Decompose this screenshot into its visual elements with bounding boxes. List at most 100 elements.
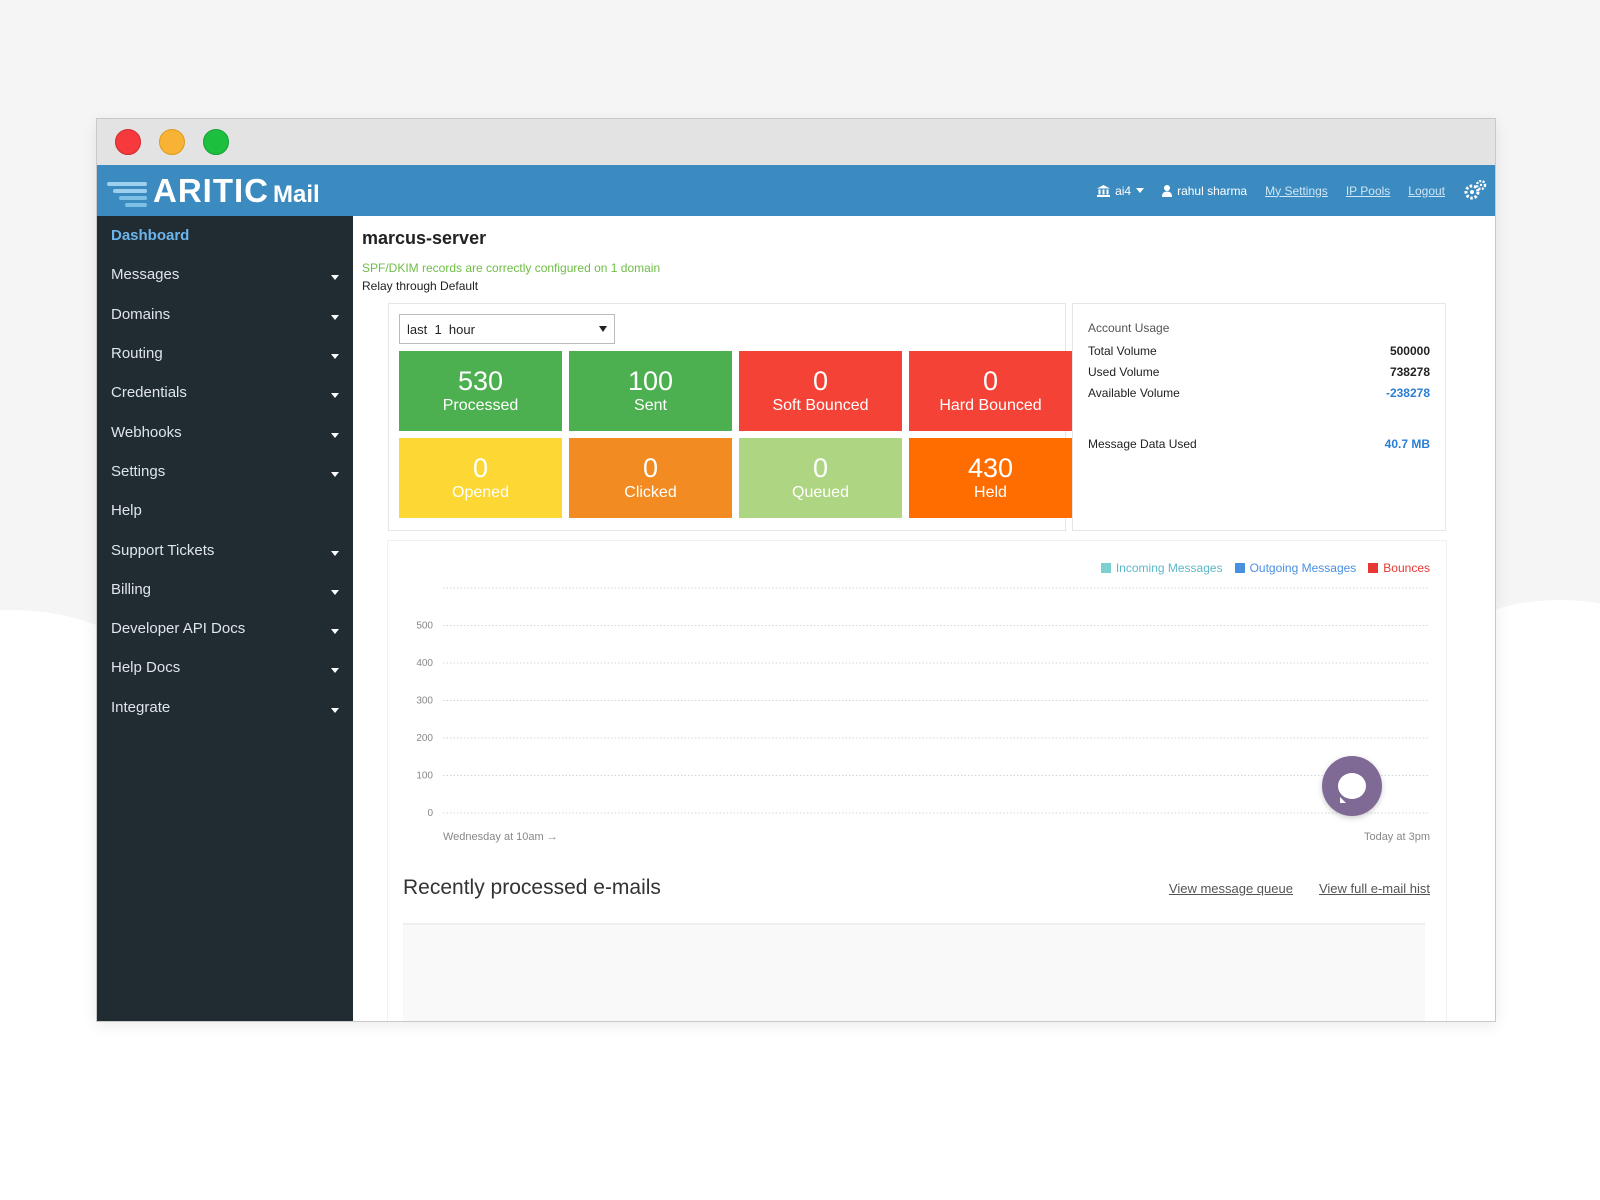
sidebar-item-label: Dashboard — [111, 227, 190, 245]
logout-link[interactable]: Logout — [1408, 183, 1445, 198]
x-axis-end-label: Today at 3pm — [1363, 831, 1430, 843]
bank-icon — [1097, 184, 1111, 197]
chat-icon — [1338, 773, 1366, 803]
chevron-down-icon — [331, 314, 339, 320]
stat-label: Opened — [452, 484, 509, 501]
sidebar-item-label: Billing — [111, 580, 152, 598]
sidebar-item-label: Help — [111, 502, 142, 520]
message-data-row: Message Data Used 40.7 MB — [1088, 433, 1430, 454]
sidebar-item-label: Developer API Docs — [111, 620, 246, 638]
sidebar-item-routing[interactable]: Routing — [97, 334, 353, 373]
available-volume-value: -238278 — [1385, 385, 1430, 400]
sidebar-nav: Dashboard Messages Domains Routing Credentia… — [97, 216, 353, 727]
sidebar-item-dashboard[interactable]: Dashboard — [97, 216, 353, 255]
maximize-window-button[interactable] — [203, 129, 229, 155]
stat-tile-hard-bounced[interactable]: 0 Hard Bounced — [909, 351, 1072, 431]
stat-label: Processed — [442, 397, 519, 414]
recent-emails-title: Recently processed e-mails — [403, 876, 661, 899]
dropdown-arrow-icon — [599, 326, 607, 332]
account-usage-title: Account Usage — [1088, 321, 1170, 335]
sidebar-item-help-docs[interactable]: Help Docs — [97, 648, 353, 687]
page-title: marcus-server — [362, 228, 487, 248]
sidebar-item-label: Messages — [111, 266, 180, 284]
chart-legend: Incoming Messages Outgoing Messages Bounce… — [1100, 561, 1430, 575]
stat-tile-opened[interactable]: 0 Opened — [399, 438, 562, 518]
legend-label: Outgoing Messages — [1249, 561, 1357, 575]
ip-pools-link[interactable]: IP Pools — [1345, 183, 1391, 198]
available-volume-label: Available Volume — [1088, 385, 1180, 400]
relay-info: Relay through Default — [362, 279, 479, 293]
view-email-history-link[interactable]: View full e-mail hist — [1318, 881, 1430, 896]
legend-swatch — [1368, 563, 1379, 573]
stats-panel: last 1 hour 530 Processed 100 Sent 0 Soft Bou… — [388, 303, 1072, 531]
sidebar-item-developer-api-docs[interactable]: Developer API Docs — [97, 609, 353, 648]
legend-label: Bounces — [1383, 561, 1430, 575]
time-range-select[interactable]: last 1 hour — [399, 314, 615, 344]
chevron-down-icon — [331, 275, 339, 281]
stat-tile-processed[interactable]: 530 Processed — [399, 351, 562, 431]
minimize-window-button[interactable] — [159, 129, 185, 155]
divider — [403, 923, 1425, 925]
stat-label: Clicked — [624, 484, 677, 501]
chevron-down-icon — [331, 589, 339, 595]
chevron-down-icon — [331, 629, 339, 635]
total-volume-row: Total Volume 500000 — [1088, 340, 1430, 361]
stat-value: 530 — [457, 366, 504, 396]
legend-item-outgoing-messages[interactable]: Outgoing Messages — [1234, 561, 1357, 575]
content: marcus-server SPF/DKIM records are corre… — [353, 216, 1495, 1021]
sidebar-item-label: Credentials — [111, 384, 187, 402]
sidebar-item-credentials[interactable]: Credentials — [97, 373, 353, 412]
org-dropdown[interactable]: ai4 — [1097, 183, 1145, 198]
time-range-value: last 1 hour — [407, 321, 475, 337]
stat-value: 0 — [812, 453, 829, 483]
used-volume-value: 738278 — [1389, 364, 1430, 379]
chevron-down-icon — [331, 707, 339, 713]
logo[interactable]: ARITIC Mail — [97, 165, 353, 216]
y-tick-label: 200 — [416, 733, 433, 744]
sidebar: ARITIC Mail Dashboard Messages Domains Routi… — [97, 165, 353, 1021]
stat-tile-queued[interactable]: 0 Queued — [739, 438, 902, 518]
stat-value: 0 — [982, 366, 999, 396]
used-volume-row: Used Volume 738278 — [1088, 361, 1430, 382]
stat-tile-sent[interactable]: 100 Sent — [569, 351, 732, 431]
gears-icon[interactable] — [1463, 179, 1487, 202]
sidebar-item-label: Integrate — [111, 698, 171, 716]
sidebar-item-label: Routing — [111, 345, 163, 363]
chevron-down-icon — [331, 471, 339, 477]
close-window-button[interactable] — [115, 129, 141, 155]
sidebar-item-support-tickets[interactable]: Support Tickets — [97, 530, 353, 569]
stat-value: 0 — [472, 453, 489, 483]
stat-tile-clicked[interactable]: 0 Clicked — [569, 438, 732, 518]
stat-tile-soft-bounced[interactable]: 0 Soft Bounced — [739, 351, 902, 431]
sidebar-item-integrate[interactable]: Integrate — [97, 688, 353, 727]
sidebar-item-help[interactable]: Help — [97, 491, 353, 530]
sidebar-item-label: Help Docs — [111, 659, 181, 677]
y-tick-label: 100 — [416, 771, 433, 782]
total-volume-value: 500000 — [1389, 343, 1430, 358]
my-settings-link[interactable]: My Settings — [1265, 183, 1328, 198]
sidebar-item-billing[interactable]: Billing — [97, 570, 353, 609]
account-usage-panel: Account Usage Total Volume 500000 Used V… — [1072, 303, 1446, 531]
stat-tile-held[interactable]: 430 Held — [909, 438, 1072, 518]
sidebar-item-label: Webhooks — [111, 423, 182, 441]
chevron-down-icon — [331, 393, 339, 399]
stat-label: Hard Bounced — [939, 397, 1042, 414]
sidebar-item-messages[interactable]: Messages — [97, 255, 353, 294]
chevron-down-icon — [331, 432, 339, 438]
y-tick-label: 500 — [416, 621, 433, 632]
sidebar-item-webhooks[interactable]: Webhooks — [97, 412, 353, 451]
stat-value: 430 — [967, 453, 1014, 483]
total-volume-label: Total Volume — [1088, 343, 1157, 358]
sidebar-item-domains[interactable]: Domains — [97, 295, 353, 334]
legend-item-bounces[interactable]: Bounces — [1368, 561, 1430, 575]
chat-widget-button[interactable] — [1322, 756, 1382, 816]
chart-panel: Incoming Messages Outgoing Messages Bounce… — [388, 541, 1446, 1021]
org-name: ai4 — [1115, 183, 1132, 198]
view-message-queue-link[interactable]: View message queue — [1168, 881, 1293, 896]
user-menu[interactable]: rahul sharma — [1162, 184, 1247, 198]
sidebar-item-settings[interactable]: Settings — [97, 452, 353, 491]
recent-emails-list — [403, 925, 1425, 1021]
chevron-down-icon — [331, 550, 339, 556]
top-bar: ai4 rahul sharma My Settings IP Pools Lo… — [353, 165, 1495, 216]
legend-item-incoming-messages[interactable]: Incoming Messages — [1100, 561, 1223, 575]
